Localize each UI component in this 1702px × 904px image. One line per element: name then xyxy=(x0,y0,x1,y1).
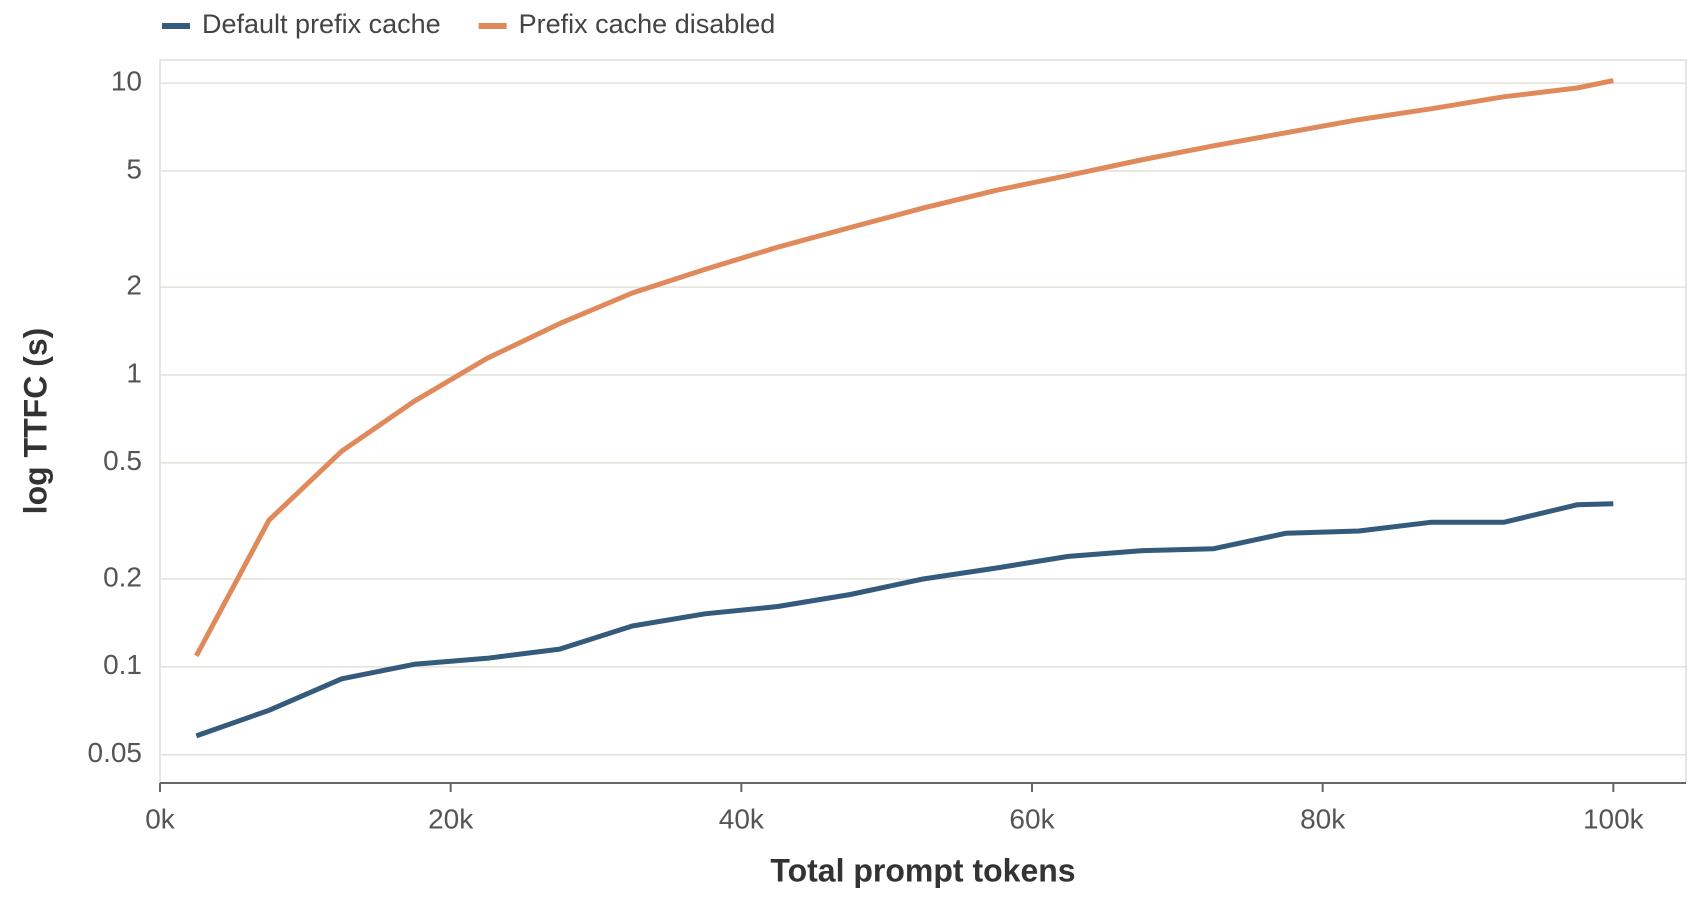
y-tick-label: 0.1 xyxy=(103,649,142,680)
y-tick-label: 0.5 xyxy=(103,445,142,476)
y-tick-label: 2 xyxy=(126,270,142,301)
line-series xyxy=(195,501,1614,739)
y-tick-label: 0.2 xyxy=(103,561,142,592)
y-tick-label: 10 xyxy=(111,66,142,97)
x-tick-label: 0k xyxy=(145,803,176,834)
y-axis-title: log TTFC (s) xyxy=(17,328,53,515)
x-tick-label: 100k xyxy=(1583,803,1645,834)
x-tick-label: 40k xyxy=(719,803,765,834)
y-tick-label: 0.05 xyxy=(88,737,143,768)
x-tick-label: 60k xyxy=(1009,803,1055,834)
legend-label: Default prefix cache xyxy=(202,9,441,39)
x-tick-label: 80k xyxy=(1300,803,1346,834)
y-tick-label: 5 xyxy=(126,153,142,184)
line-series xyxy=(194,78,1614,658)
y-tick-label: 1 xyxy=(126,357,142,388)
legend-label: Prefix cache disabled xyxy=(519,9,776,39)
x-tick-label: 20k xyxy=(428,803,474,834)
x-axis-title: Total prompt tokens xyxy=(770,852,1075,888)
